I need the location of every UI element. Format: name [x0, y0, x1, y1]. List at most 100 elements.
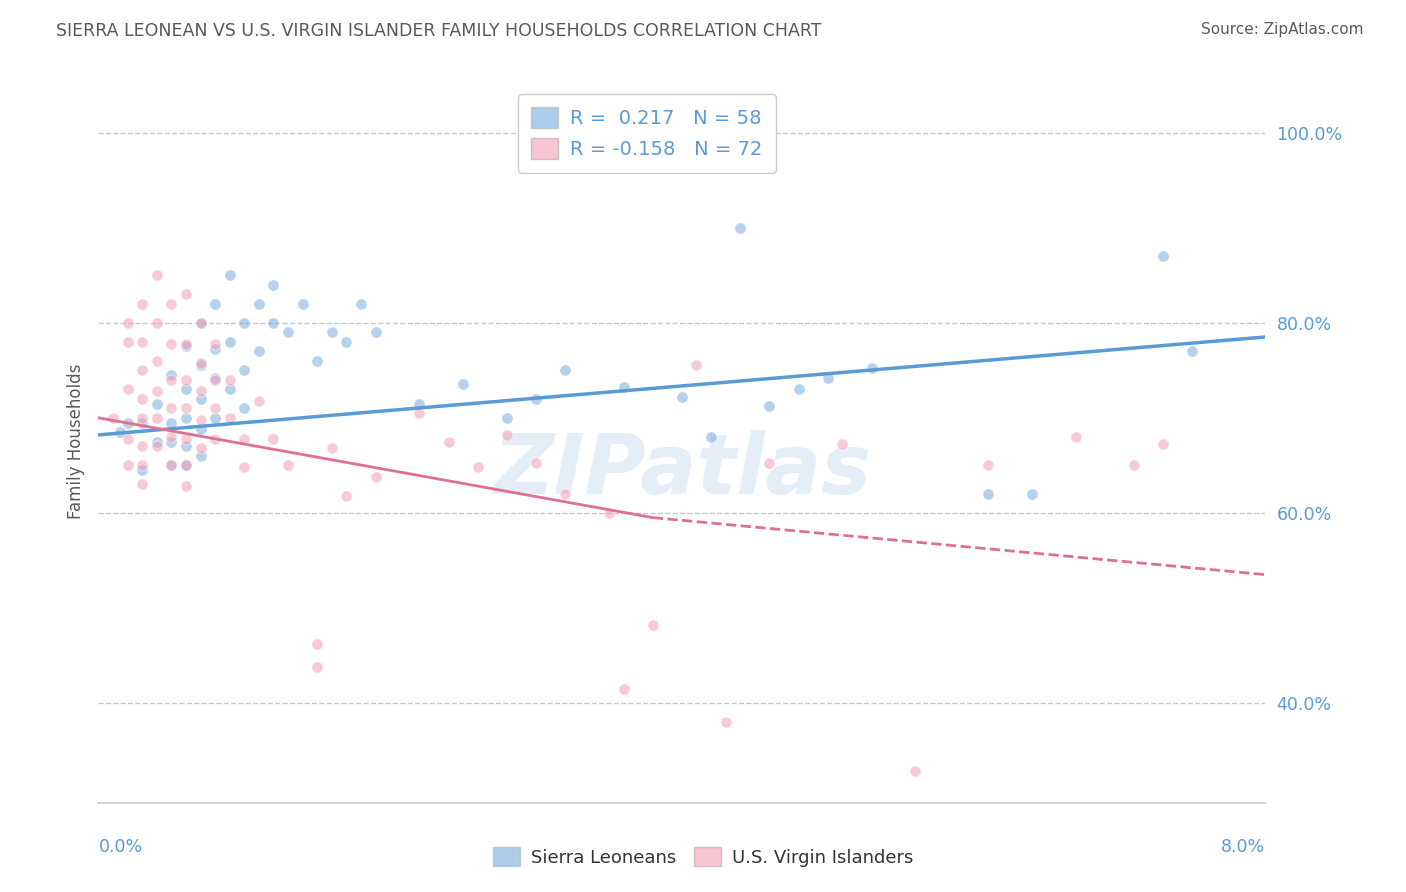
Point: [641, 618, 664, 632]
Text: SIERRA LEONEAN VS U.S. VIRGIN ISLANDER FAMILY HOUSEHOLDS CORRELATION CHART: SIERRA LEONEAN VS U.S. VIRGIN ISLANDER F…: [56, 22, 821, 40]
Point: [117, 432, 139, 446]
Point: [700, 430, 723, 444]
Point: [977, 458, 1000, 473]
Point: [117, 334, 139, 349]
Point: [218, 382, 240, 396]
Point: [117, 316, 139, 330]
Point: [160, 373, 183, 387]
Point: [671, 390, 693, 404]
Point: [131, 458, 153, 473]
Point: [131, 410, 153, 425]
Point: [204, 373, 226, 387]
Point: [146, 268, 169, 282]
Text: Source: ZipAtlas.com: Source: ZipAtlas.com: [1201, 22, 1364, 37]
Point: [524, 392, 547, 406]
Point: [307, 637, 329, 651]
Point: [364, 469, 387, 483]
Point: [204, 401, 226, 416]
Point: [190, 359, 212, 373]
Point: [146, 410, 169, 425]
Point: [1152, 437, 1174, 451]
Point: [977, 487, 1000, 501]
Point: [247, 393, 270, 408]
Point: [350, 296, 373, 310]
Point: [612, 681, 634, 696]
Point: [146, 353, 169, 368]
Point: [437, 434, 460, 449]
Point: [160, 458, 183, 473]
Point: [174, 479, 197, 493]
Point: [218, 268, 240, 282]
Point: [174, 458, 197, 473]
Point: [758, 457, 780, 471]
Point: [146, 384, 169, 399]
Point: [524, 457, 547, 471]
Text: 8.0%: 8.0%: [1222, 838, 1265, 856]
Point: [160, 401, 183, 416]
Point: [190, 356, 212, 370]
Point: [335, 489, 357, 503]
Point: [190, 392, 212, 406]
Point: [262, 316, 284, 330]
Point: [496, 428, 519, 442]
Point: [787, 382, 810, 396]
Point: [204, 336, 226, 351]
Point: [131, 334, 153, 349]
Point: [160, 416, 183, 430]
Y-axis label: Family Households: Family Households: [66, 364, 84, 519]
Point: [174, 432, 197, 446]
Point: [1123, 458, 1146, 473]
Point: [817, 371, 839, 385]
Point: [262, 277, 284, 292]
Point: [131, 392, 153, 406]
Point: [218, 410, 240, 425]
Point: [174, 382, 197, 396]
Point: [160, 458, 183, 473]
Point: [730, 220, 752, 235]
Point: [218, 334, 240, 349]
Point: [174, 410, 197, 425]
Point: [467, 460, 489, 475]
Point: [554, 363, 576, 377]
Point: [233, 363, 256, 377]
Point: [174, 373, 197, 387]
Point: [451, 377, 474, 392]
Text: 0.0%: 0.0%: [98, 838, 142, 856]
Point: [860, 361, 883, 376]
Point: [1021, 487, 1043, 501]
Point: [110, 425, 132, 439]
Point: [1152, 249, 1174, 263]
Point: [714, 714, 737, 729]
Point: [190, 316, 212, 330]
Point: [146, 316, 169, 330]
Point: [204, 410, 226, 425]
Point: [496, 410, 519, 425]
Point: [598, 506, 620, 520]
Point: [233, 401, 256, 416]
Point: [117, 458, 139, 473]
Point: [101, 410, 124, 425]
Point: [160, 368, 183, 382]
Point: [117, 382, 139, 396]
Point: [364, 325, 387, 339]
Point: [233, 460, 256, 475]
Point: [174, 339, 197, 353]
Point: [685, 359, 707, 373]
Point: [131, 416, 153, 430]
Point: [1064, 430, 1087, 444]
Point: [190, 422, 212, 436]
Point: [174, 287, 197, 301]
Point: [262, 432, 284, 446]
Point: [131, 296, 153, 310]
Point: [408, 406, 430, 420]
Point: [291, 296, 314, 310]
Point: [277, 458, 299, 473]
Point: [131, 439, 153, 453]
Point: [174, 401, 197, 416]
Point: [174, 439, 197, 453]
Point: [307, 353, 329, 368]
Point: [233, 316, 256, 330]
Point: [612, 380, 634, 394]
Point: [146, 434, 169, 449]
Point: [204, 296, 226, 310]
